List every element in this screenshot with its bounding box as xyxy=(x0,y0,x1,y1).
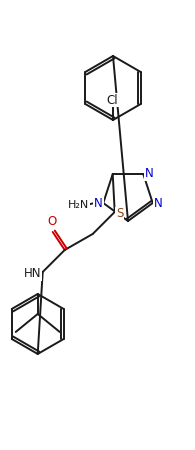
Text: N: N xyxy=(154,197,163,210)
Text: Cl: Cl xyxy=(106,94,118,107)
Text: O: O xyxy=(47,216,56,229)
Text: H₂N: H₂N xyxy=(68,200,89,210)
Text: HN: HN xyxy=(24,267,42,280)
Text: N: N xyxy=(145,167,154,180)
Text: N: N xyxy=(94,197,103,210)
Text: S: S xyxy=(116,207,123,220)
